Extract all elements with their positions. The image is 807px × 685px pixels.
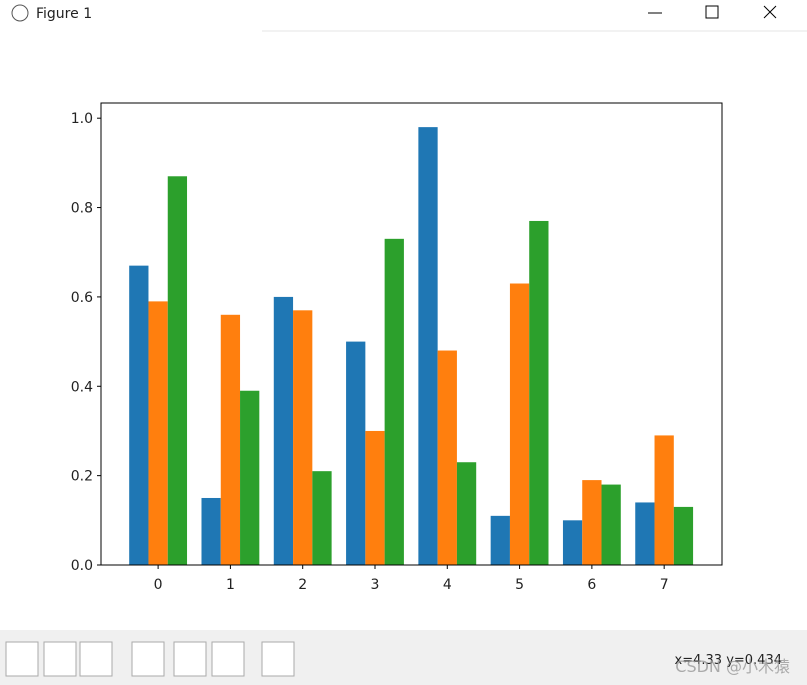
forward-button[interactable]: [79, 641, 113, 677]
y-tick-label: 0.4: [71, 379, 93, 395]
watermark: CSDN @小木猿: [675, 657, 790, 676]
zoom-button[interactable]: [173, 641, 207, 677]
bar: [201, 497, 221, 565]
bar: [490, 515, 510, 565]
bar: [673, 506, 694, 565]
x-tick-label: 5: [515, 577, 524, 593]
status-text: x=4.33 y=0.434: [675, 653, 782, 668]
bar: [562, 520, 583, 565]
bar: [167, 176, 188, 565]
close-button[interactable]: [763, 5, 777, 19]
plot: 0.0 0.2 0.4 0.6 0.8 1.0 0 1 2 3 4 5 6 7: [71, 102, 723, 593]
bar: [456, 462, 477, 565]
x-tick-label: 1: [226, 577, 235, 593]
bar: [240, 390, 260, 565]
bar: [129, 265, 149, 565]
x-tick-label: 4: [443, 577, 452, 593]
bar: [273, 296, 294, 565]
bar: [220, 314, 241, 565]
bar: [437, 350, 457, 565]
x-tick-label: 0: [154, 577, 163, 593]
configure-button[interactable]: [211, 641, 245, 677]
home-button[interactable]: [5, 641, 39, 677]
bar: [601, 484, 621, 565]
x-tick-label: 6: [587, 577, 596, 593]
back-button[interactable]: [43, 641, 77, 677]
app-icon: [11, 4, 29, 22]
save-button[interactable]: [261, 641, 295, 677]
maximize-button[interactable]: [705, 5, 719, 19]
toolbar-buttons: [5, 641, 295, 677]
bar: [293, 310, 313, 565]
y-tick-label: 0.2: [71, 469, 93, 485]
y-tick-label: 0.8: [71, 201, 93, 217]
bar: [582, 480, 602, 565]
x-tick-label: 7: [660, 577, 669, 593]
y-tick-label: 1.0: [71, 111, 93, 127]
window-title: Figure 1: [36, 6, 92, 22]
bar: [635, 502, 655, 565]
pan-button[interactable]: [131, 641, 165, 677]
axes-frame: [100, 102, 723, 566]
x-tick-label: 3: [371, 577, 380, 593]
x-tick-label: 2: [298, 577, 307, 593]
y-tick-label: 0.6: [71, 290, 93, 306]
bar: [148, 301, 168, 565]
bar: [509, 283, 530, 565]
bar: [365, 430, 385, 565]
y-tick-label: 0.0: [71, 558, 93, 574]
bar: [384, 238, 404, 566]
bar: [654, 435, 674, 565]
bar: [312, 471, 332, 565]
bar: [418, 127, 438, 566]
bar: [346, 341, 366, 565]
bar: [529, 220, 549, 565]
